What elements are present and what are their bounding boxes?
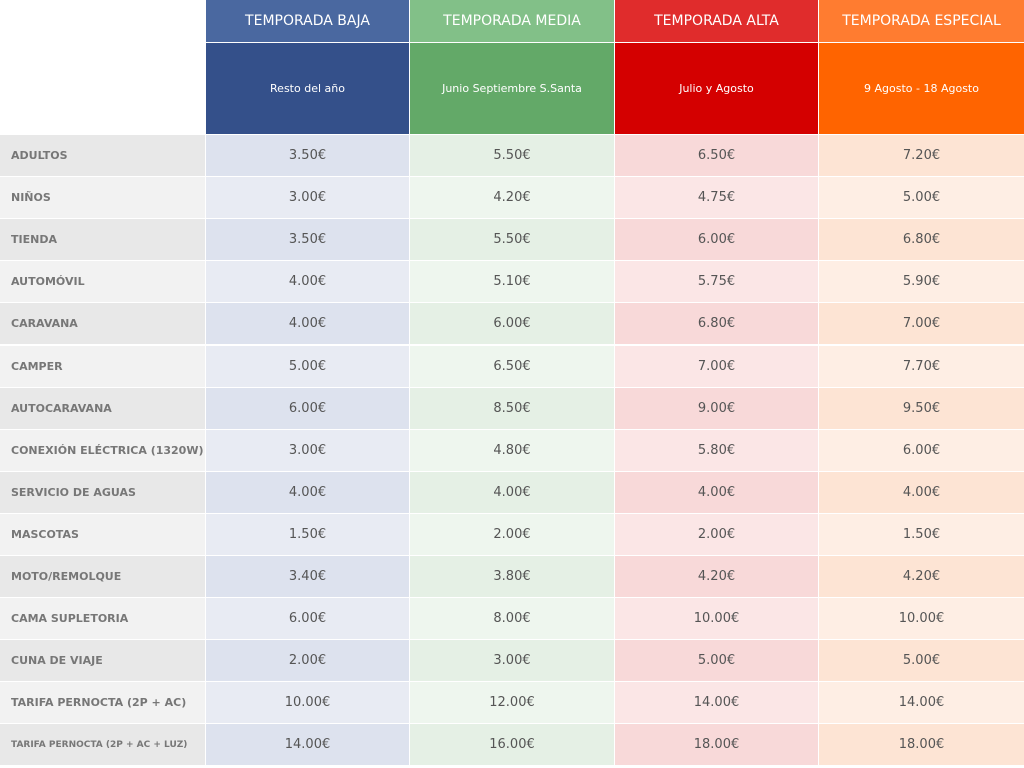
price: 14.00€ [615,682,818,724]
row-label: TARIFA PERNOCTA (2P + AC + LUZ) [0,724,205,766]
price: 6.00€ [206,387,409,429]
row-label: TARIFA PERNOCTA (2P + AC) [0,682,205,724]
row-label: MOTO/REMOLQUE [0,556,205,597]
row-label: SERVICIO DE AGUAS [0,471,205,513]
price: 6.80€ [615,303,818,345]
price: 7.20€ [819,135,1024,176]
price: 5.75€ [615,261,818,303]
row-label: MASCOTAS [0,513,205,555]
price: 12.00€ [410,682,614,724]
row-label: NIÑOS [0,177,205,219]
row-label: CAMPER [0,345,205,387]
price: 7.00€ [819,303,1024,345]
price: 5.00€ [615,640,818,682]
season-title: TEMPORADA BAJA [206,0,409,42]
price: 3.80€ [410,556,614,597]
price: 5.50€ [410,135,614,176]
price: 5.10€ [410,261,614,303]
season-dates: Julio y Agosto [615,43,818,134]
price: 10.00€ [615,598,818,640]
price: 4.00€ [819,471,1024,513]
price: 4.00€ [206,471,409,513]
price: 5.90€ [819,261,1024,303]
price: 5.00€ [206,345,409,387]
price: 7.70€ [819,345,1024,387]
price: 6.00€ [819,429,1024,471]
price: 3.00€ [206,177,409,219]
price: 18.00€ [615,724,818,766]
price: 18.00€ [819,724,1024,766]
price: 2.00€ [410,513,614,555]
price: 1.50€ [206,513,409,555]
price: 4.20€ [615,556,818,597]
price: 6.80€ [819,219,1024,261]
price: 2.00€ [206,640,409,682]
price: 8.50€ [410,387,614,429]
price: 5.00€ [819,640,1024,682]
price: 6.50€ [615,135,818,176]
price: 5.00€ [819,177,1024,219]
price: 6.00€ [206,598,409,640]
price: 10.00€ [206,682,409,724]
price: 10.00€ [819,598,1024,640]
row-label: CAMA SUPLETORIA [0,598,205,640]
price: 3.00€ [206,429,409,471]
price: 3.40€ [206,556,409,597]
season-title: TEMPORADA ALTA [615,0,818,42]
price: 3.00€ [410,640,614,682]
row-label: AUTOMÓVIL [0,261,205,303]
row-label: AUTOCARAVANA [0,387,205,429]
season-dates: Resto del año [206,43,409,134]
price: 4.00€ [206,261,409,303]
price: 3.50€ [206,219,409,261]
price: 4.20€ [819,556,1024,597]
price: 14.00€ [819,682,1024,724]
price: 8.00€ [410,598,614,640]
row-label: ADULTOS [0,135,205,176]
season-title: TEMPORADA ESPECIAL [819,0,1024,42]
price: 3.50€ [206,135,409,176]
price: 4.00€ [206,303,409,345]
row-label: CARAVANA [0,303,205,345]
price: 1.50€ [819,513,1024,555]
price: 4.00€ [410,471,614,513]
price: 6.00€ [410,303,614,345]
price: 16.00€ [410,724,614,766]
price: 7.00€ [615,345,818,387]
row-label: CUNA DE VIAJE [0,640,205,682]
price: 9.50€ [819,387,1024,429]
season-dates: Junio Septiembre S.Santa [410,43,614,134]
row-label: CONEXIÓN ELÉCTRICA (1320W) [0,429,205,471]
row-label: TIENDA [0,219,205,261]
price: 4.75€ [615,177,818,219]
price: 4.20€ [410,177,614,219]
season-dates: 9 Agosto - 18 Agosto [819,43,1024,134]
price: 14.00€ [206,724,409,766]
price: 4.00€ [615,471,818,513]
price: 5.80€ [615,429,818,471]
price: 4.80€ [410,429,614,471]
season-title: TEMPORADA MEDIA [410,0,614,42]
price: 2.00€ [615,513,818,555]
price: 9.00€ [615,387,818,429]
price: 6.50€ [410,345,614,387]
price: 5.50€ [410,219,614,261]
price: 6.00€ [615,219,818,261]
